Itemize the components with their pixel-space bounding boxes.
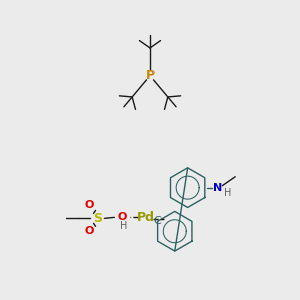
Text: S: S [93, 212, 102, 225]
Text: N: N [213, 183, 222, 193]
Text: P: P [146, 69, 154, 82]
Text: O: O [118, 212, 127, 222]
Text: O: O [85, 200, 94, 211]
Text: O: O [85, 226, 94, 236]
Text: C: C [154, 216, 161, 226]
Text: H: H [224, 188, 231, 198]
Text: Pd: Pd [137, 211, 155, 224]
Text: H: H [120, 221, 127, 231]
